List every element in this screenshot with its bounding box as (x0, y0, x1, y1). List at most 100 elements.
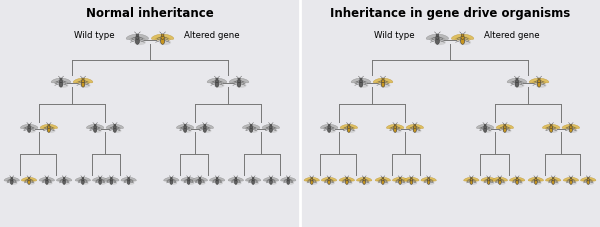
Ellipse shape (552, 180, 554, 185)
Ellipse shape (551, 181, 559, 185)
Ellipse shape (415, 125, 424, 129)
Ellipse shape (235, 180, 237, 185)
Ellipse shape (99, 180, 101, 185)
Ellipse shape (363, 178, 365, 179)
Ellipse shape (569, 180, 572, 185)
Ellipse shape (185, 127, 191, 130)
Ellipse shape (587, 179, 589, 181)
Ellipse shape (354, 82, 361, 84)
Ellipse shape (339, 178, 347, 181)
Ellipse shape (361, 79, 371, 84)
Ellipse shape (239, 82, 246, 84)
Ellipse shape (161, 37, 164, 40)
Ellipse shape (182, 129, 192, 133)
Ellipse shape (426, 181, 434, 185)
Ellipse shape (188, 178, 190, 179)
Ellipse shape (512, 180, 517, 182)
Ellipse shape (530, 180, 536, 182)
Ellipse shape (81, 82, 85, 88)
Ellipse shape (253, 178, 261, 181)
Ellipse shape (187, 180, 190, 185)
Ellipse shape (4, 178, 11, 181)
Ellipse shape (349, 127, 355, 130)
Ellipse shape (109, 181, 117, 185)
Ellipse shape (535, 180, 537, 185)
Ellipse shape (170, 178, 172, 179)
Ellipse shape (362, 181, 370, 185)
Ellipse shape (270, 179, 272, 181)
Ellipse shape (502, 129, 511, 133)
Ellipse shape (310, 181, 317, 185)
Ellipse shape (200, 180, 205, 182)
Ellipse shape (504, 125, 506, 126)
Ellipse shape (10, 180, 13, 185)
Ellipse shape (329, 180, 334, 182)
Ellipse shape (375, 178, 383, 181)
Ellipse shape (360, 79, 362, 81)
Ellipse shape (503, 128, 506, 133)
Ellipse shape (112, 178, 119, 181)
Ellipse shape (413, 128, 416, 133)
Ellipse shape (217, 178, 225, 181)
Ellipse shape (346, 180, 348, 185)
Ellipse shape (510, 82, 517, 84)
Ellipse shape (515, 181, 523, 185)
Ellipse shape (395, 180, 400, 182)
Ellipse shape (217, 79, 227, 84)
Ellipse shape (114, 125, 116, 126)
Ellipse shape (47, 128, 50, 133)
Ellipse shape (217, 180, 223, 182)
Ellipse shape (11, 179, 13, 181)
Ellipse shape (382, 178, 384, 179)
Ellipse shape (399, 179, 401, 181)
Ellipse shape (488, 178, 490, 179)
Ellipse shape (553, 180, 559, 182)
Ellipse shape (536, 178, 544, 181)
Ellipse shape (189, 178, 196, 181)
Ellipse shape (395, 125, 404, 129)
Ellipse shape (47, 178, 55, 181)
Ellipse shape (347, 126, 350, 129)
Ellipse shape (346, 178, 348, 179)
Ellipse shape (529, 79, 539, 84)
Ellipse shape (380, 84, 391, 88)
Ellipse shape (251, 181, 259, 185)
Ellipse shape (328, 128, 331, 133)
Ellipse shape (545, 127, 551, 130)
Ellipse shape (517, 79, 527, 84)
Ellipse shape (253, 180, 259, 182)
Ellipse shape (99, 179, 101, 181)
Ellipse shape (199, 127, 205, 130)
Ellipse shape (351, 79, 361, 84)
Ellipse shape (472, 178, 479, 181)
Ellipse shape (83, 82, 90, 84)
Ellipse shape (395, 127, 401, 130)
Ellipse shape (129, 180, 134, 182)
Ellipse shape (289, 180, 293, 182)
Ellipse shape (172, 178, 179, 181)
Ellipse shape (359, 180, 364, 182)
Ellipse shape (539, 82, 546, 84)
Ellipse shape (346, 179, 348, 181)
Ellipse shape (215, 82, 219, 88)
Ellipse shape (214, 84, 224, 88)
Ellipse shape (455, 38, 462, 41)
Ellipse shape (461, 35, 464, 37)
Ellipse shape (83, 180, 88, 182)
Ellipse shape (382, 80, 385, 83)
Ellipse shape (7, 180, 11, 182)
Ellipse shape (426, 35, 437, 40)
Ellipse shape (216, 79, 218, 81)
Ellipse shape (212, 180, 217, 182)
Ellipse shape (170, 179, 173, 181)
Ellipse shape (400, 180, 406, 182)
Ellipse shape (112, 129, 121, 133)
Ellipse shape (200, 178, 208, 181)
Ellipse shape (470, 178, 472, 179)
Ellipse shape (265, 127, 271, 130)
Ellipse shape (184, 128, 187, 133)
Ellipse shape (347, 180, 352, 182)
Ellipse shape (347, 128, 350, 133)
Ellipse shape (185, 125, 194, 129)
Ellipse shape (245, 178, 253, 181)
